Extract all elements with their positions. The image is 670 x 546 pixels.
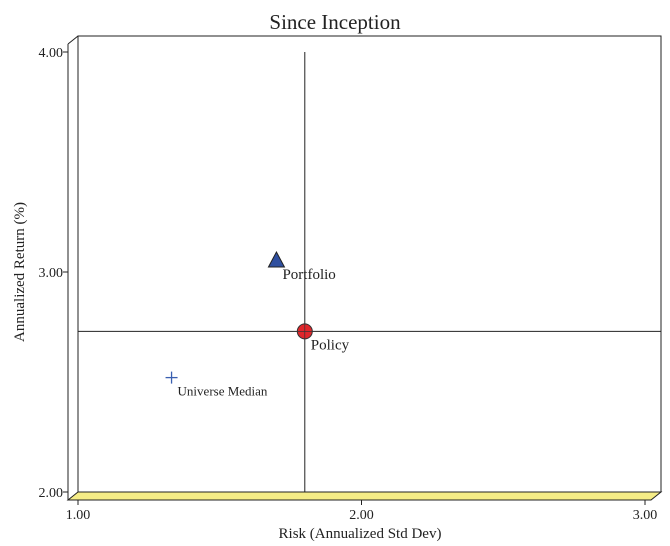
y-axis-label: Annualized Return (%)	[12, 202, 28, 342]
portfolio-marker	[267, 250, 286, 268]
universe-median-label: Universe Median	[178, 384, 268, 399]
x-axis-label: Risk (Annualized Std Dev)	[279, 526, 442, 542]
x-tick-label: 2.00	[349, 508, 374, 523]
x-tick-label: 3.00	[633, 508, 658, 523]
y-tick-label: 3.00	[39, 266, 64, 281]
x-tick-label: 1.00	[66, 508, 91, 523]
left-wall-top-edge	[67, 35, 79, 45]
policy-marker	[296, 323, 313, 340]
chart-title: Since Inception	[269, 10, 401, 34]
universe-median-marker	[165, 371, 178, 384]
y-tick-label: 2.00	[39, 486, 64, 501]
portfolio-label: Portfolio	[282, 267, 335, 283]
y-tick-label: 4.00	[39, 46, 64, 61]
plot-floor	[66, 491, 663, 501]
plot-area	[77, 35, 662, 493]
policy-label: Policy	[311, 337, 350, 353]
